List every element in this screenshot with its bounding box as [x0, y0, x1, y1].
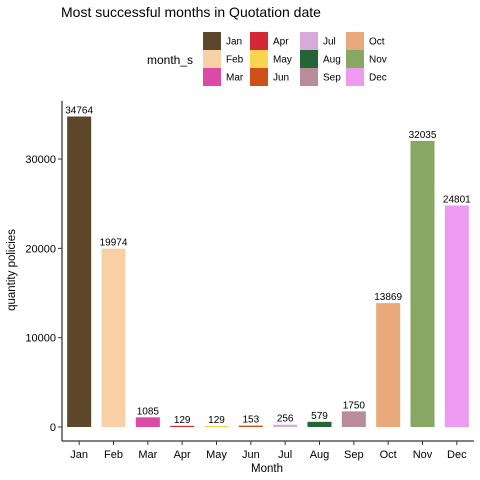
legend-swatch: [203, 32, 221, 50]
x-tick-label-mar: Mar: [138, 449, 157, 461]
bars: [67, 117, 469, 428]
legend-label: Feb: [226, 55, 244, 66]
legend-swatch: [300, 68, 318, 86]
x-tick-label-aug: Aug: [310, 449, 330, 461]
legend-label: May: [273, 55, 292, 66]
legend-swatch: [203, 50, 221, 68]
bar-mar: [136, 417, 160, 427]
data-label-jul: 256: [277, 414, 294, 425]
chart-title: Most successful months in Quotation date: [61, 4, 321, 20]
legend-item-jan: Jan: [203, 32, 242, 50]
y-axis: 0 10000 20000 30000: [25, 101, 62, 441]
data-label-may: 129: [208, 415, 225, 426]
x-tick-label-dec: Dec: [447, 449, 467, 461]
data-label-oct: 13869: [374, 292, 402, 303]
legend-item-apr: Apr: [250, 32, 289, 50]
bar-oct: [376, 303, 400, 427]
legend-label: Oct: [369, 37, 385, 48]
bar-jul: [273, 425, 297, 427]
bar-jan: [67, 117, 91, 428]
data-labels: 34764 19974 1085 129 129 153 256 579 1750 13869 32…: [65, 106, 471, 426]
y-tick-label: 20000: [25, 243, 56, 255]
data-label-apr: 129: [174, 415, 191, 426]
data-label-nov: 32035: [409, 130, 437, 141]
data-label-mar: 1085: [137, 406, 160, 417]
legend-item-aug: Aug: [300, 50, 341, 68]
bar-feb: [101, 249, 125, 427]
legend-label: Jun: [273, 73, 289, 84]
data-label-feb: 19974: [100, 238, 128, 249]
legend-title: month_s: [147, 53, 193, 67]
bar-apr: [170, 426, 194, 427]
y-tick-label: 30000: [25, 154, 56, 166]
x-tick-label-feb: Feb: [104, 449, 123, 461]
bar-sep: [342, 411, 366, 427]
legend-label: Jul: [323, 37, 336, 48]
x-tick-label-jul: Jul: [278, 449, 292, 461]
legend-swatch: [346, 68, 364, 86]
legend: Jan Feb Mar Apr May Jun Jul Aug Sep Oct Nov Dec: [203, 32, 387, 86]
legend-label: Sep: [323, 73, 341, 84]
x-tick-label-jan: Jan: [70, 449, 88, 461]
bar-nov: [410, 141, 434, 427]
x-axis-title: Month: [251, 463, 283, 475]
legend-item-sep: Sep: [300, 68, 341, 86]
legend-label: Aug: [323, 55, 341, 66]
legend-item-dec: Dec: [346, 68, 387, 86]
y-axis-title: quantity policies: [6, 229, 18, 311]
legend-label: Apr: [273, 37, 289, 48]
x-tick-label-nov: Nov: [413, 449, 433, 461]
legend-label: Jan: [226, 37, 242, 48]
legend-item-jul: Jul: [300, 32, 336, 50]
legend-item-feb: Feb: [203, 50, 244, 68]
legend-swatch: [300, 32, 318, 50]
legend-item-may: May: [250, 50, 292, 68]
legend-item-nov: Nov: [346, 50, 387, 68]
x-tick-label-sep: Sep: [344, 449, 364, 461]
legend-item-jun: Jun: [250, 68, 289, 86]
legend-swatch: [346, 50, 364, 68]
bar-jun: [239, 426, 263, 427]
data-label-sep: 1750: [343, 400, 366, 411]
bar-aug: [307, 422, 331, 427]
legend-swatch: [250, 50, 268, 68]
bar-may: [204, 426, 228, 427]
legend-label: Nov: [369, 55, 387, 66]
legend-swatch: [250, 68, 268, 86]
legend-label: Dec: [369, 73, 387, 84]
bar-dec: [445, 205, 469, 427]
data-label-aug: 579: [311, 411, 328, 422]
legend-item-oct: Oct: [346, 32, 385, 50]
data-label-dec: 24801: [443, 194, 471, 205]
data-label-jan: 34764: [65, 106, 93, 117]
legend-swatch: [250, 32, 268, 50]
x-tick-label-jun: Jun: [242, 449, 260, 461]
x-axis: Jan Feb Mar Apr May Jun Jul Aug Sep Oct Nov Dec: [62, 441, 474, 461]
legend-swatch: [203, 68, 221, 86]
y-tick-label: 0: [50, 422, 56, 434]
x-tick-label-oct: Oct: [380, 449, 397, 461]
legend-swatch: [300, 50, 318, 68]
x-tick-label-may: May: [206, 449, 227, 461]
x-tick-label-apr: Apr: [174, 449, 191, 461]
data-label-jun: 153: [242, 415, 259, 426]
legend-swatch: [346, 32, 364, 50]
legend-label: Mar: [226, 73, 244, 84]
y-tick-label: 10000: [25, 333, 56, 345]
legend-item-mar: Mar: [203, 68, 244, 86]
